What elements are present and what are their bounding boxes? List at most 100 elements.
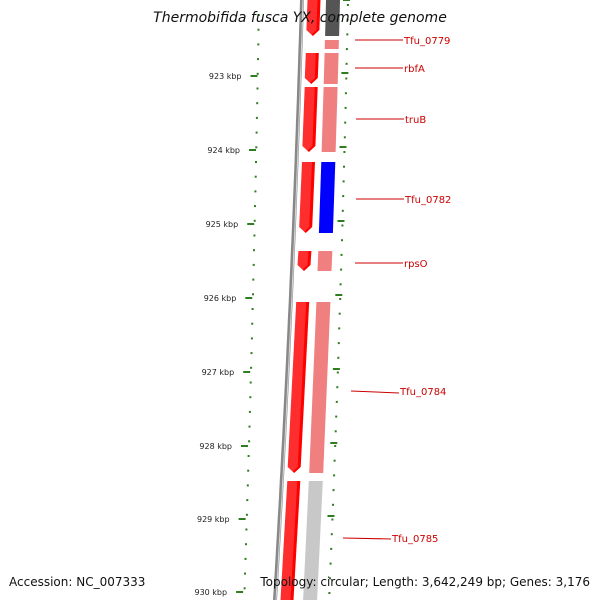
major-tick [330,442,338,444]
minor-tick [257,58,259,61]
minor-tick [329,577,331,580]
minor-tick [332,503,334,506]
minor-tick [346,33,349,36]
minor-tick [251,308,254,310]
minor-tick [330,547,333,550]
minor-tick [336,386,339,389]
minor-tick [345,77,348,80]
minor-tick [345,48,348,51]
major-tick [339,146,347,148]
major-tick [247,223,255,225]
gene-label-4: rpsO [404,259,428,270]
minor-tick [333,459,336,462]
minor-tick [255,116,258,119]
minor-tick [328,592,331,594]
gene-gloss [299,87,315,152]
gene-gloss [284,302,307,473]
major-tick [245,297,253,299]
minor-tick [346,18,349,21]
minor-tick [329,562,332,565]
minor-tick [250,337,253,340]
minor-tick [254,175,257,178]
tick-marks [236,0,350,594]
major-tick [238,518,246,520]
shaded-gene [309,302,331,473]
minor-tick [244,572,246,575]
minor-tick [253,219,256,222]
forward-gene [287,302,310,473]
minor-tick [244,557,247,560]
minor-tick [247,455,250,457]
minor-tick [245,528,248,531]
minor-tick [255,161,257,163]
minor-tick [334,445,337,447]
minor-tick [255,131,258,134]
minor-tick [339,298,342,300]
major-tick [341,72,349,74]
gene-label-0: Tfu_0779 [403,36,450,47]
major-tick [335,294,343,296]
minor-tick [341,239,343,242]
forward-gene [299,162,315,233]
minor-tick [256,87,259,90]
scale-label: 928 kbp [199,442,232,451]
minor-tick [333,474,336,477]
minor-tick [344,92,347,95]
minor-tick [337,356,340,359]
shaded-gene [321,87,338,152]
minor-tick [256,72,259,75]
map-title: Thermobifida fusca YX, complete genome [153,10,447,26]
minor-tick [344,106,347,109]
forward-gene [304,53,319,84]
gene-label-6: Tfu_0785 [391,534,438,545]
minor-tick [342,180,345,183]
minor-tick [346,4,349,6]
shaded-gene [325,0,340,36]
major-tick [250,75,258,77]
minor-tick [341,224,344,227]
gene-gloss [294,251,309,271]
major-tick [236,591,244,593]
gene-features [277,0,340,600]
major-tick [249,149,256,151]
gene-gloss [296,162,312,233]
scale-label: 923 kbp [209,72,242,81]
backbone-highlight [275,0,304,601]
scale-label: 929 kbp [197,515,230,524]
minor-tick [338,312,341,315]
gene-label-5: Tfu_0784 [399,387,446,398]
scale-labels: 923 kbp 924 kbp 925 kbp 926 kbp 927 kbp 928 k… [194,72,241,597]
minor-tick [332,489,335,492]
minor-tick [339,283,342,286]
minor-tick [335,400,338,403]
minor-tick [248,425,251,428]
minor-tick [250,352,253,355]
label-leader [342,537,392,540]
forward-gene [297,251,312,271]
label-leader [350,390,400,394]
gene-gloss [277,481,298,600]
scale-label: 925 kbp [206,220,239,229]
minor-tick [248,410,251,413]
shaded-gene [323,53,339,84]
major-tick [337,220,345,222]
scale-label: 927 kbp [202,368,235,377]
minor-tick [335,415,338,418]
scale-label: 930 kbp [194,588,227,597]
minor-tick [340,253,343,256]
shaded-gene [317,251,333,271]
minor-tick [256,102,259,105]
major-tick [241,445,248,447]
major-tick [243,371,251,373]
minor-tick [330,533,333,536]
gene-labels: Tfu_0779 rbfA truB Tfu_0782 rpsO Tfu_0784 Tfu_… [342,36,451,545]
minor-tick [342,195,345,198]
gene-gloss [301,53,316,84]
minor-tick [249,381,252,384]
gene-label-3: Tfu_0782 [404,195,451,206]
minor-tick [257,14,260,16]
minor-tick [345,62,348,65]
minor-tick [246,484,249,487]
minor-tick [249,396,252,399]
